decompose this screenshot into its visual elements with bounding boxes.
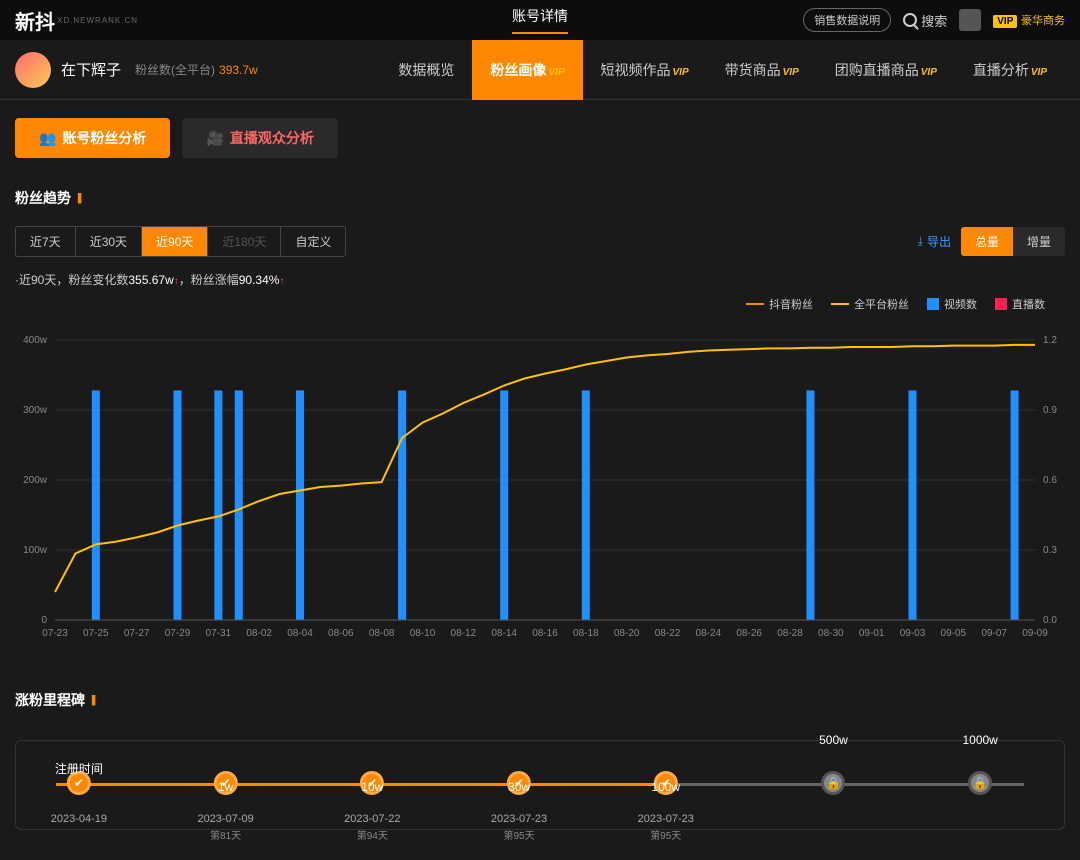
search-button[interactable]: 搜索 [903, 11, 947, 30]
milestone-point: 注册时间✔2023-04-19 [51, 771, 107, 825]
search-icon [903, 13, 917, 27]
time-filter-row: 近7天近30天近90天近180天自定义 ⤓导出 总量增量 [15, 226, 1065, 257]
svg-text:08-08: 08-08 [369, 628, 395, 639]
nav-tab[interactable]: 直播分析VIP [955, 40, 1065, 100]
nav-tab[interactable]: 粉丝画像VIP [472, 40, 582, 100]
chart-svg: 0 100w 200w 300w 400w 0.0 0.3 0.6 0.9 1.2 07-23 07-… [15, 320, 1065, 660]
time-range-tab[interactable]: 自定义 [281, 227, 345, 256]
total-increment-toggle: 总量增量 [961, 227, 1065, 256]
svg-text:08-04: 08-04 [287, 628, 313, 639]
user-avatar-small[interactable] [959, 9, 981, 31]
svg-text:07-25: 07-25 [83, 628, 109, 639]
logo[interactable]: 新抖 [15, 6, 55, 35]
svg-text:08-14: 08-14 [491, 628, 517, 639]
svg-text:08-12: 08-12 [451, 628, 477, 639]
follower-trend-chart: 0 100w 200w 300w 400w 0.0 0.3 0.6 0.9 1.2 07-23 07-… [15, 320, 1065, 660]
svg-text:09-01: 09-01 [859, 628, 885, 639]
svg-text:09-09: 09-09 [1022, 628, 1048, 639]
svg-text:09-05: 09-05 [941, 628, 967, 639]
header-right: 销售数据说明 搜索 VIP 豪华商务 [803, 8, 1065, 32]
svg-text:100w: 100w [23, 545, 48, 556]
analysis-sub-tabs: 👥账号粉丝分析 🎥直播观众分析 [15, 118, 1065, 158]
legend-item[interactable]: 直播数 [995, 296, 1045, 312]
svg-text:08-22: 08-22 [655, 628, 681, 639]
chart-controls: ⤓导出 总量增量 [918, 227, 1065, 256]
svg-text:300w: 300w [23, 405, 48, 416]
svg-text:08-06: 08-06 [328, 628, 354, 639]
time-range-tabs: 近7天近30天近90天近180天自定义 [15, 226, 346, 257]
account-avatar[interactable] [15, 52, 51, 88]
toggle-button[interactable]: 总量 [961, 227, 1013, 256]
svg-text:08-02: 08-02 [246, 628, 272, 639]
svg-text:07-27: 07-27 [124, 628, 150, 639]
export-button[interactable]: ⤓导出 [918, 233, 951, 250]
svg-text:09-03: 09-03 [900, 628, 926, 639]
milestone-point: 10w✔2023-07-22第94天 [344, 771, 400, 842]
main-content: 👥账号粉丝分析 🎥直播观众分析 粉丝趋势||| 近7天近30天近90天近180天自… [0, 100, 1080, 848]
svg-text:08-24: 08-24 [696, 628, 722, 639]
milestone-point: 500w🔒 [821, 771, 845, 795]
download-icon: ⤓ [918, 234, 923, 249]
trend-summary: ·近90天，粉丝变化数355.67w↑，粉丝涨幅90.34%↑ [15, 271, 1065, 288]
svg-text:200w: 200w [23, 475, 48, 486]
legend-item[interactable]: 视频数 [927, 296, 977, 312]
time-range-tab[interactable]: 近90天 [142, 227, 208, 256]
svg-text:0.9: 0.9 [1043, 405, 1057, 416]
nav-tabs: 数据概览粉丝画像VIP短视频作品VIP带货商品VIP团购直播商品VIP直播分析V… [380, 40, 1065, 100]
time-range-tab[interactable]: 近30天 [76, 227, 142, 256]
follower-stat: 粉丝数(全平台)393.7w [135, 61, 258, 78]
nav-tab[interactable]: 短视频作品VIP [583, 40, 707, 100]
milestone-point: 100w✔2023-07-23第95天 [638, 771, 694, 842]
sub-tab[interactable]: 👥账号粉丝分析 [15, 118, 170, 158]
logo-subtitle: XD.NEWRANK.CN [57, 16, 138, 25]
milestone-point: 1w✔2023-07-09第81天 [197, 771, 253, 842]
svg-text:08-26: 08-26 [736, 628, 762, 639]
svg-text:08-30: 08-30 [818, 628, 844, 639]
svg-text:08-28: 08-28 [777, 628, 803, 639]
milestone-point: 30w✔2023-07-23第95天 [491, 771, 547, 842]
account-name: 在下辉子 [61, 59, 121, 80]
svg-text:08-18: 08-18 [573, 628, 599, 639]
legend-item[interactable]: 全平台粉丝 [831, 296, 909, 312]
svg-text:1.2: 1.2 [1043, 335, 1057, 346]
nav-tab[interactable]: 数据概览 [380, 40, 472, 100]
sub-tab[interactable]: 🎥直播观众分析 [182, 118, 337, 158]
svg-text:08-16: 08-16 [532, 628, 558, 639]
svg-text:07-23: 07-23 [42, 628, 68, 639]
svg-text:07-29: 07-29 [165, 628, 191, 639]
top-header: 新抖 XD.NEWRANK.CN 账号详情 销售数据说明 搜索 VIP 豪华商务 [0, 0, 1080, 40]
legend-item[interactable]: 抖音粉丝 [746, 296, 813, 312]
milestone-point: 1000w🔒 [968, 771, 992, 795]
svg-text:0.3: 0.3 [1043, 545, 1057, 556]
svg-text:07-31: 07-31 [206, 628, 232, 639]
chart-legend: 抖音粉丝 全平台粉丝 视频数 直播数 [15, 296, 1065, 312]
svg-text:09-07: 09-07 [981, 628, 1007, 639]
sales-data-button[interactable]: 销售数据说明 [803, 8, 891, 32]
svg-text:0.6: 0.6 [1043, 475, 1057, 486]
trend-section-title: 粉丝趋势||| [15, 188, 1065, 208]
vip-tier: VIP 豪华商务 [993, 12, 1065, 28]
nav-tab[interactable]: 团购直播商品VIP [817, 40, 955, 100]
page-title: 账号详情 [512, 6, 568, 34]
milestone-section-title: 涨粉里程碑||| [15, 690, 1065, 710]
toggle-button[interactable]: 增量 [1013, 227, 1065, 256]
svg-text:08-20: 08-20 [614, 628, 640, 639]
tab-icon: 🎥 [206, 130, 223, 147]
svg-text:0.0: 0.0 [1043, 615, 1057, 626]
milestone-timeline: 注册时间✔2023-04-191w✔2023-07-09第81天10w✔2023… [15, 740, 1065, 830]
tab-icon: 👥 [39, 130, 56, 147]
svg-text:08-10: 08-10 [410, 628, 436, 639]
search-label: 搜索 [921, 11, 947, 30]
svg-text:0: 0 [41, 615, 47, 626]
time-range-tab[interactable]: 近7天 [16, 227, 76, 256]
svg-text:400w: 400w [23, 335, 48, 346]
nav-tab[interactable]: 带货商品VIP [707, 40, 817, 100]
up-arrow-icon: ↑ [279, 276, 284, 287]
time-range-tab: 近180天 [208, 227, 281, 256]
account-subheader: 在下辉子 粉丝数(全平台)393.7w 数据概览粉丝画像VIP短视频作品VIP带… [0, 40, 1080, 100]
